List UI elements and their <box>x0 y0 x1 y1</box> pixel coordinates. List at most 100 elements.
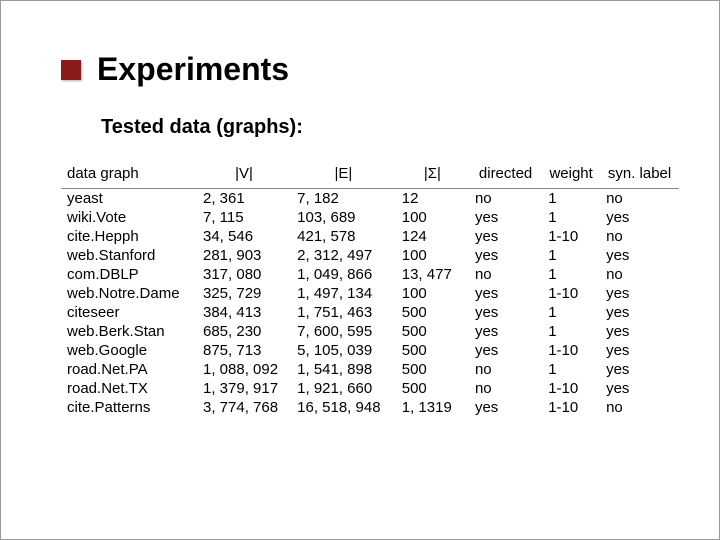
cell-sl: no <box>600 189 679 209</box>
cell-e: 1, 497, 134 <box>291 284 396 303</box>
cell-d: yes <box>469 284 542 303</box>
cell-e: 5, 105, 039 <box>291 341 396 360</box>
cell-w: 1-10 <box>542 227 600 246</box>
table-row: road.Net.PA1, 088, 0921, 541, 898500no1y… <box>61 360 679 379</box>
cell-sl: yes <box>600 303 679 322</box>
cell-sl: no <box>600 265 679 284</box>
cell-sl: yes <box>600 284 679 303</box>
col-header-weight: weight <box>542 159 600 189</box>
cell-w: 1 <box>542 265 600 284</box>
cell-e: 421, 578 <box>291 227 396 246</box>
table-row: web.Notre.Dame325, 7291, 497, 134100yes1… <box>61 284 679 303</box>
cell-v: 317, 080 <box>197 265 291 284</box>
col-header-synlabel: syn. label <box>600 159 679 189</box>
table-body: yeast2, 3617, 18212no1nowiki.Vote7, 1151… <box>61 189 679 418</box>
cell-e: 1, 541, 898 <box>291 360 396 379</box>
cell-s: 500 <box>396 379 469 398</box>
table-row: cite.Patterns3, 774, 76816, 518, 9481, 1… <box>61 398 679 417</box>
cell-s: 100 <box>396 284 469 303</box>
slide-content: Experiments Tested data (graphs): data g… <box>1 1 719 447</box>
cell-name: road.Net.PA <box>61 360 197 379</box>
cell-w: 1-10 <box>542 398 600 417</box>
cell-e: 7, 600, 595 <box>291 322 396 341</box>
cell-w: 1 <box>542 208 600 227</box>
cell-d: yes <box>469 208 542 227</box>
table-row: web.Berk.Stan685, 2307, 600, 595500yes1y… <box>61 322 679 341</box>
cell-d: yes <box>469 398 542 417</box>
cell-s: 1, 1319 <box>396 398 469 417</box>
cell-s: 500 <box>396 303 469 322</box>
cell-d: yes <box>469 303 542 322</box>
cell-v: 1, 088, 092 <box>197 360 291 379</box>
cell-s: 124 <box>396 227 469 246</box>
cell-d: yes <box>469 341 542 360</box>
col-header-sigma: |Σ| <box>396 159 469 189</box>
cell-v: 685, 230 <box>197 322 291 341</box>
cell-name: road.Net.TX <box>61 379 197 398</box>
cell-s: 100 <box>396 208 469 227</box>
cell-d: no <box>469 360 542 379</box>
cell-sl: yes <box>600 360 679 379</box>
cell-sl: yes <box>600 322 679 341</box>
cell-d: yes <box>469 246 542 265</box>
col-header-name: data graph <box>61 159 197 189</box>
cell-name: cite.Hepph <box>61 227 197 246</box>
cell-name: web.Berk.Stan <box>61 322 197 341</box>
col-header-directed: directed <box>469 159 542 189</box>
table-row: com.DBLP317, 0801, 049, 86613, 477no1 no <box>61 265 679 284</box>
cell-v: 3, 774, 768 <box>197 398 291 417</box>
cell-w: 1 <box>542 303 600 322</box>
cell-sl: yes <box>600 246 679 265</box>
table-row: road.Net.TX1, 379, 9171, 921, 660500no1-… <box>61 379 679 398</box>
cell-e: 1, 049, 866 <box>291 265 396 284</box>
cell-s: 100 <box>396 246 469 265</box>
cell-w: 1 <box>542 322 600 341</box>
cell-d: no <box>469 379 542 398</box>
bullet-square-icon <box>61 60 81 80</box>
data-table-wrap: data graph |V| |E| |Σ| directed weight s… <box>61 159 679 417</box>
cell-v: 34, 546 <box>197 227 291 246</box>
table-row: yeast2, 3617, 18212no1no <box>61 189 679 209</box>
cell-name: citeseer <box>61 303 197 322</box>
cell-d: yes <box>469 322 542 341</box>
cell-w: 1-10 <box>542 284 600 303</box>
cell-name: yeast <box>61 189 197 209</box>
cell-name: web.Stanford <box>61 246 197 265</box>
cell-v: 2, 361 <box>197 189 291 209</box>
cell-v: 325, 729 <box>197 284 291 303</box>
slide-subtitle: Tested data (graphs): <box>101 116 679 139</box>
cell-v: 1, 379, 917 <box>197 379 291 398</box>
cell-sl: no <box>600 398 679 417</box>
cell-e: 1, 921, 660 <box>291 379 396 398</box>
table-row: web.Stanford281, 9032, 312, 497100yes1ye… <box>61 246 679 265</box>
cell-e: 16, 518, 948 <box>291 398 396 417</box>
cell-s: 500 <box>396 322 469 341</box>
cell-s: 500 <box>396 341 469 360</box>
cell-w: 1-10 <box>542 341 600 360</box>
table-row: cite.Hepph34, 546421, 578124yes1-10no <box>61 227 679 246</box>
cell-name: web.Notre.Dame <box>61 284 197 303</box>
col-header-v: |V| <box>197 159 291 189</box>
cell-sl: yes <box>600 379 679 398</box>
cell-name: com.DBLP <box>61 265 197 284</box>
cell-v: 384, 413 <box>197 303 291 322</box>
cell-v: 281, 903 <box>197 246 291 265</box>
cell-w: 1 <box>542 189 600 209</box>
table-header-row: data graph |V| |E| |Σ| directed weight s… <box>61 159 679 189</box>
cell-d: no <box>469 189 542 209</box>
cell-name: cite.Patterns <box>61 398 197 417</box>
cell-e: 7, 182 <box>291 189 396 209</box>
table-row: wiki.Vote7, 115103, 689100yes1yes <box>61 208 679 227</box>
cell-name: wiki.Vote <box>61 208 197 227</box>
cell-name: web.Google <box>61 341 197 360</box>
cell-e: 2, 312, 497 <box>291 246 396 265</box>
cell-s: 500 <box>396 360 469 379</box>
cell-s: 13, 477 <box>396 265 469 284</box>
cell-e: 1, 751, 463 <box>291 303 396 322</box>
cell-sl: yes <box>600 341 679 360</box>
cell-w: 1 <box>542 360 600 379</box>
cell-v: 875, 713 <box>197 341 291 360</box>
data-table: data graph |V| |E| |Σ| directed weight s… <box>61 159 679 417</box>
table-row: citeseer384, 4131, 751, 463500yes1yes <box>61 303 679 322</box>
cell-e: 103, 689 <box>291 208 396 227</box>
